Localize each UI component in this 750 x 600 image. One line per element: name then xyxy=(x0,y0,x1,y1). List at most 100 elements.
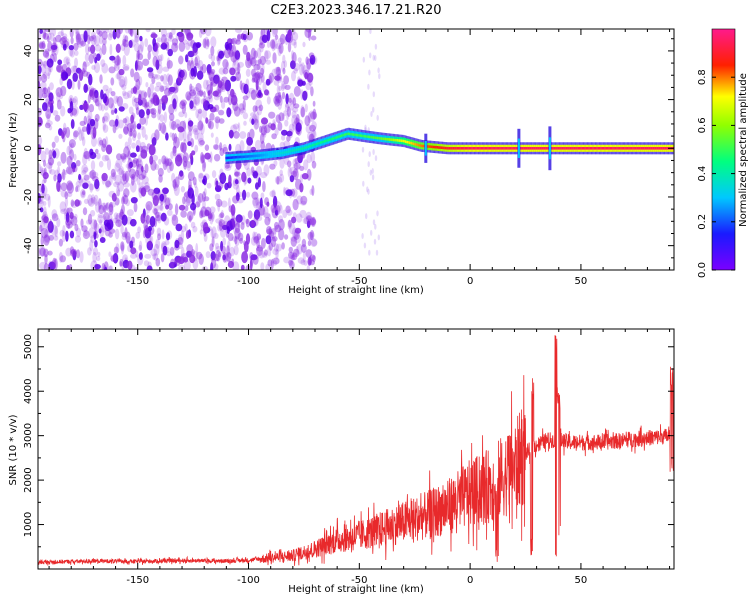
noise-blob xyxy=(234,179,239,185)
noise-blob xyxy=(217,251,222,258)
noise-blob xyxy=(376,210,379,217)
noise-blob xyxy=(215,118,219,130)
noise-blob xyxy=(168,104,175,115)
noise-blob xyxy=(162,187,169,195)
trace-core xyxy=(270,153,273,156)
noise-blob xyxy=(257,58,262,65)
noise-blob xyxy=(224,79,231,92)
noise-blob xyxy=(129,120,136,133)
noise-blob xyxy=(113,181,120,188)
trace-core xyxy=(406,140,409,144)
noise-blob xyxy=(283,140,291,148)
trace-core xyxy=(395,138,398,142)
noise-blob xyxy=(153,204,160,212)
noise-blob xyxy=(253,118,259,130)
noise-blob xyxy=(242,44,248,55)
noise-blob xyxy=(160,122,167,134)
noise-blob xyxy=(242,99,246,111)
noise-blob xyxy=(103,219,110,227)
trace-core xyxy=(354,133,357,137)
noise-blob xyxy=(94,95,102,107)
noise-blob xyxy=(259,133,265,144)
noise-blob xyxy=(86,219,92,225)
noise-blob xyxy=(65,38,70,50)
noise-blob xyxy=(82,207,88,216)
noise-blob xyxy=(71,105,79,117)
noise-blob xyxy=(97,213,105,219)
noise-blob xyxy=(89,239,94,252)
trace-core xyxy=(431,145,434,149)
noise-blob xyxy=(374,155,378,162)
noise-blob xyxy=(107,33,113,41)
noise-blob xyxy=(198,253,204,265)
noise-blob xyxy=(40,167,46,176)
noise-blob xyxy=(281,242,285,250)
noise-blob xyxy=(114,162,121,172)
noise-blob xyxy=(125,231,131,244)
noise-blob xyxy=(184,197,191,207)
noise-blob xyxy=(259,67,265,76)
noise-blob xyxy=(94,98,100,107)
snr-series xyxy=(38,335,674,566)
noise-blob xyxy=(224,41,230,50)
noise-blob xyxy=(72,72,78,83)
noise-blob xyxy=(300,259,306,266)
trace-core xyxy=(505,147,509,150)
noise-blob xyxy=(50,32,55,42)
noise-blob xyxy=(158,204,164,212)
noise-blob xyxy=(178,41,186,52)
noise-blob xyxy=(132,86,137,94)
trace-core xyxy=(244,155,247,158)
trace-core xyxy=(553,147,556,150)
noise-blob xyxy=(135,169,140,177)
noise-blob xyxy=(309,255,313,265)
noise-blob xyxy=(210,36,217,48)
trace-core xyxy=(446,146,449,150)
noise-blob xyxy=(240,215,246,226)
noise-blob xyxy=(122,64,130,71)
trace-core xyxy=(539,147,542,150)
noise-blob xyxy=(152,55,158,67)
noise-blob xyxy=(158,122,162,132)
noise-blob xyxy=(42,48,50,57)
noise-blob xyxy=(374,55,377,61)
noise-blob xyxy=(122,90,127,97)
noise-blob xyxy=(235,51,241,62)
x-tick-label: -100 xyxy=(237,575,260,586)
y-tick-label: 3000 xyxy=(23,423,34,448)
snr-frame xyxy=(37,328,675,570)
trace-core xyxy=(501,147,505,150)
noise-blob xyxy=(213,144,219,150)
trace-core xyxy=(455,147,458,150)
noise-blob xyxy=(247,131,251,141)
noise-blob xyxy=(295,119,303,127)
noise-blob xyxy=(190,138,195,148)
noise-blob xyxy=(126,122,134,132)
noise-blob xyxy=(273,95,280,105)
noise-blob xyxy=(250,166,255,174)
noise-blob xyxy=(287,166,292,178)
noise-blob xyxy=(147,51,151,61)
trace-core xyxy=(414,142,417,146)
noise-blob xyxy=(221,100,226,109)
noise-blob xyxy=(268,111,276,119)
noise-blob xyxy=(302,41,306,48)
noise-blob xyxy=(189,105,197,111)
noise-blob xyxy=(260,140,265,152)
noise-blob xyxy=(118,68,125,76)
noise-blob xyxy=(163,111,168,124)
noise-blob xyxy=(263,164,270,177)
noise-blob xyxy=(309,54,316,65)
noise-blob xyxy=(132,133,137,142)
noise-blob xyxy=(183,260,191,270)
noise-blob xyxy=(183,160,188,170)
trace-core xyxy=(468,147,471,150)
noise-blob xyxy=(263,212,271,219)
noise-blob xyxy=(144,104,151,112)
noise-blob xyxy=(278,91,282,98)
noise-blob xyxy=(274,209,279,216)
noise-blob xyxy=(184,205,189,212)
noise-blob xyxy=(271,228,277,235)
noise-blob xyxy=(91,136,97,148)
